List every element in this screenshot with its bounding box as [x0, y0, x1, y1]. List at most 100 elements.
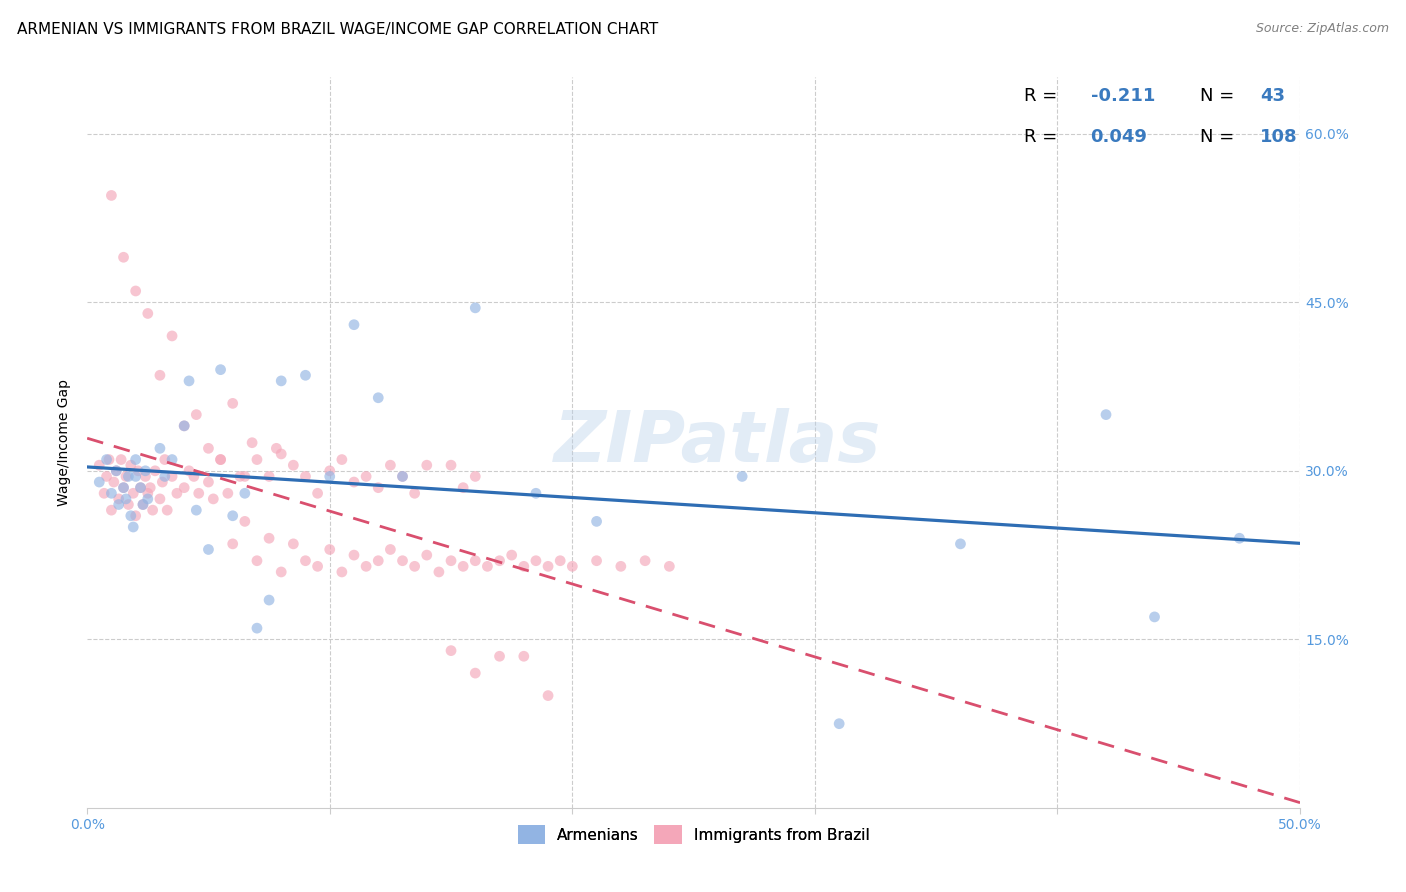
Point [120, 508, 142, 523]
Point [283, 458, 305, 473]
Text: Source: ZipAtlas.com: Source: ZipAtlas.com [1256, 22, 1389, 36]
Point [160, 452, 183, 467]
Point [112, 481, 135, 495]
Point [143, 464, 166, 478]
Text: N =: N = [1199, 128, 1240, 145]
Point [585, 515, 607, 529]
Point [294, 554, 316, 568]
Point [1229, 531, 1251, 545]
Point [202, 491, 225, 506]
Point [246, 452, 269, 467]
Point [270, 374, 292, 388]
Point [124, 284, 146, 298]
Point [233, 515, 256, 529]
Point [129, 481, 152, 495]
Point [731, 469, 754, 483]
Point [124, 469, 146, 483]
Point [464, 554, 486, 568]
Point [197, 542, 219, 557]
Point [209, 362, 232, 376]
Point [270, 447, 292, 461]
Point [136, 306, 159, 320]
Point [112, 481, 135, 495]
Point [197, 475, 219, 489]
Point [319, 469, 342, 483]
Point [89, 458, 111, 473]
Point [132, 498, 155, 512]
Point [209, 452, 232, 467]
Point [222, 396, 245, 410]
Text: R =: R = [1024, 128, 1063, 145]
Point [488, 554, 510, 568]
Point [107, 491, 129, 506]
Point [136, 486, 159, 500]
Point [149, 368, 172, 383]
Point [380, 542, 402, 557]
Point [246, 621, 269, 635]
Point [391, 554, 413, 568]
Point [124, 452, 146, 467]
Point [134, 464, 156, 478]
Point [440, 554, 463, 568]
Text: ARMENIAN VS IMMIGRANTS FROM BRAZIL WAGE/INCOME GAP CORRELATION CHART: ARMENIAN VS IMMIGRANTS FROM BRAZIL WAGE/… [17, 22, 658, 37]
Point [257, 531, 280, 545]
Point [537, 559, 560, 574]
Point [100, 188, 122, 202]
Point [1143, 610, 1166, 624]
Point [173, 418, 195, 433]
Point [177, 374, 200, 388]
Point [173, 481, 195, 495]
Point [233, 469, 256, 483]
Point [166, 486, 188, 500]
Point [105, 464, 128, 478]
Y-axis label: Wage/Income Gap: Wage/Income Gap [58, 379, 72, 507]
Point [257, 469, 280, 483]
Point [139, 481, 162, 495]
Point [149, 491, 172, 506]
Point [548, 554, 571, 568]
Point [112, 250, 135, 264]
Point [634, 554, 657, 568]
Point [209, 452, 232, 467]
Point [524, 486, 547, 500]
Point [427, 565, 450, 579]
Point [153, 452, 176, 467]
Point [367, 554, 389, 568]
Point [246, 554, 269, 568]
Point [416, 458, 439, 473]
Text: 0.049: 0.049 [1091, 128, 1147, 145]
Point [103, 475, 125, 489]
Point [513, 649, 536, 664]
Point [464, 666, 486, 681]
Point [380, 458, 402, 473]
Point [160, 329, 183, 343]
Point [354, 469, 377, 483]
Point [610, 559, 633, 574]
Point [464, 301, 486, 315]
Point [107, 498, 129, 512]
Point [266, 442, 288, 456]
Point [160, 469, 183, 483]
Point [115, 491, 138, 506]
Point [240, 435, 263, 450]
Point [222, 508, 245, 523]
Point [440, 458, 463, 473]
Text: R =: R = [1024, 87, 1063, 105]
Point [257, 593, 280, 607]
Point [294, 469, 316, 483]
Point [229, 469, 252, 483]
Point [124, 508, 146, 523]
Point [391, 469, 413, 483]
Point [183, 469, 205, 483]
Text: -0.211: -0.211 [1091, 87, 1154, 105]
Point [307, 559, 329, 574]
Point [177, 464, 200, 478]
Point [319, 542, 342, 557]
Point [115, 469, 138, 483]
Point [501, 548, 523, 562]
Text: ZIPatlas: ZIPatlas [554, 409, 882, 477]
Point [343, 475, 366, 489]
Point [149, 442, 172, 456]
Point [367, 391, 389, 405]
Point [367, 481, 389, 495]
